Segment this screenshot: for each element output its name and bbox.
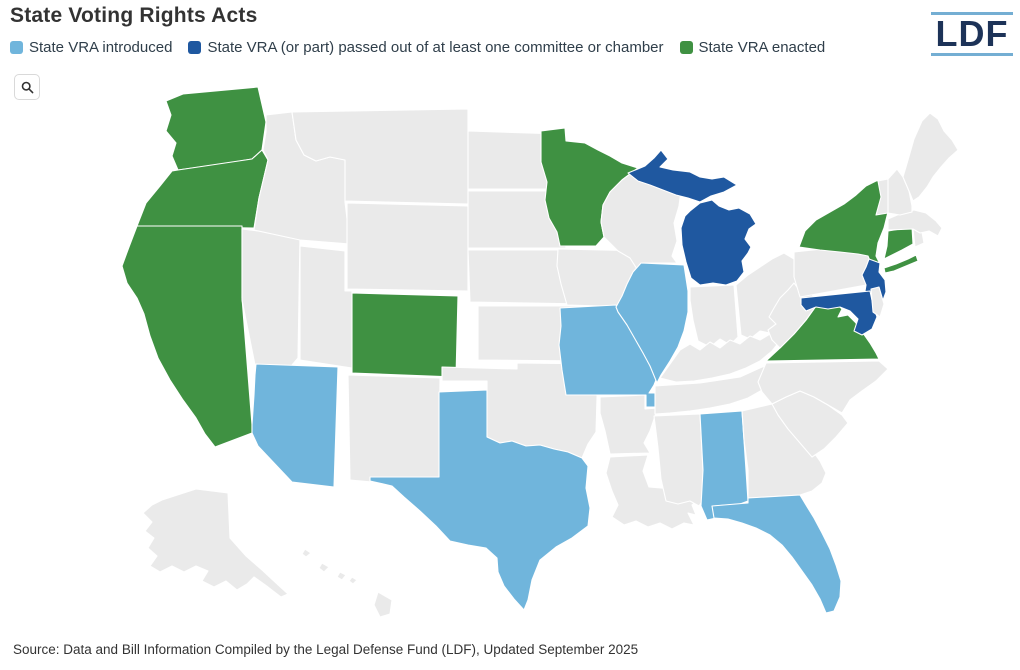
state-hi[interactable]: Hawaii bbox=[301, 548, 393, 618]
logo-text: LDF bbox=[935, 13, 1009, 54]
state-nc[interactable]: North Carolina bbox=[757, 360, 889, 414]
source-note: Source: Data and Bill Information Compil… bbox=[13, 642, 639, 657]
state-ut[interactable]: Utah bbox=[299, 245, 353, 369]
state-ny[interactable]: New York bbox=[798, 178, 919, 274]
state-wy[interactable]: Wyoming bbox=[346, 202, 469, 292]
legend-swatch-introduced bbox=[10, 41, 23, 54]
page-title: State Voting Rights Acts bbox=[10, 4, 258, 27]
state-az[interactable]: Arizona bbox=[251, 363, 339, 488]
state-wa[interactable]: Washington bbox=[165, 86, 267, 171]
legend-item-introduced: State VRA introduced bbox=[10, 39, 172, 56]
search-button[interactable] bbox=[14, 74, 40, 100]
state-in[interactable]: Indiana bbox=[689, 284, 739, 348]
legend-label: State VRA enacted bbox=[698, 39, 826, 56]
state-mi[interactable]: Michigan bbox=[627, 149, 757, 286]
state-co[interactable]: Colorado bbox=[351, 292, 459, 378]
state-il[interactable]: Illinois bbox=[615, 262, 689, 384]
state-ak[interactable]: Alaska bbox=[142, 488, 289, 598]
state-nh[interactable]: New Hampshire bbox=[887, 168, 913, 216]
state-me[interactable]: Maine bbox=[902, 112, 959, 202]
legend-swatch-passed bbox=[188, 41, 202, 54]
legend-label: State VRA introduced bbox=[29, 39, 173, 56]
legend: State VRA introduced State VRA (or part) … bbox=[10, 39, 825, 56]
state-fl[interactable]: Florida bbox=[711, 494, 842, 614]
logo-top-rule bbox=[931, 12, 1013, 15]
ldf-logo: LDF bbox=[931, 12, 1013, 56]
state-tn[interactable]: Tennessee bbox=[654, 362, 787, 415]
state-nm[interactable]: New Mexico bbox=[347, 374, 441, 485]
state-ca[interactable]: California bbox=[121, 225, 253, 448]
logo-bottom-rule bbox=[931, 53, 1013, 56]
state-ar[interactable]: Arkansas bbox=[599, 394, 659, 455]
state-vt[interactable]: Vermont bbox=[875, 178, 889, 216]
legend-label: State VRA (or part) passed out of at lea… bbox=[207, 39, 664, 56]
legend-swatch-enacted bbox=[679, 41, 693, 54]
state-tx[interactable]: Texas bbox=[369, 389, 591, 611]
state-de[interactable]: Delaware bbox=[870, 286, 885, 318]
state-ct[interactable]: Connecticut bbox=[883, 226, 914, 260]
search-icon bbox=[21, 81, 33, 93]
legend-item-enacted: State VRA enacted bbox=[679, 39, 826, 56]
state-ky[interactable]: Kentucky bbox=[659, 333, 781, 383]
legend-item-passed: State VRA (or part) passed out of at lea… bbox=[188, 39, 664, 56]
